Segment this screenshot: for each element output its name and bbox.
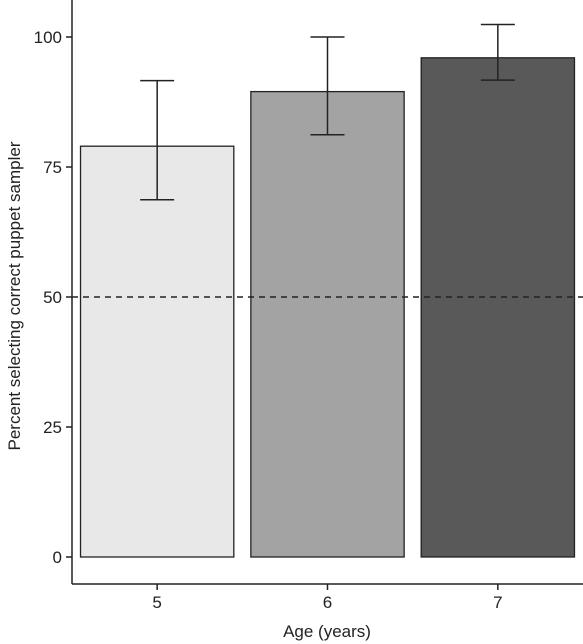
- bars: [79, 57, 576, 558]
- y-axis-label: Percent selecting correct puppet sampler: [5, 141, 24, 450]
- error-bars: [140, 23, 515, 201]
- y-tick-label: 0: [53, 548, 62, 567]
- x-tick-label: 6: [323, 593, 332, 612]
- y-tick-label: 75: [43, 158, 62, 177]
- x-tick-label: 7: [493, 593, 502, 612]
- y-tick-label: 50: [43, 288, 62, 307]
- bar-age-7: [420, 57, 576, 558]
- y-tick-label: 100: [34, 28, 62, 47]
- y-ticks: 0 25 50 75 100: [34, 28, 72, 567]
- x-ticks: 5 6 7: [152, 584, 503, 612]
- error-bar-age-7: [480, 23, 515, 81]
- error-bar-age-5: [140, 79, 175, 201]
- error-bar-age-6: [310, 36, 345, 136]
- bar-age-6: [250, 90, 405, 558]
- y-tick-label: 25: [43, 418, 62, 437]
- x-axis-label: Age (years): [283, 622, 371, 641]
- bar-age-5: [79, 145, 235, 558]
- x-tick-label: 5: [152, 593, 161, 612]
